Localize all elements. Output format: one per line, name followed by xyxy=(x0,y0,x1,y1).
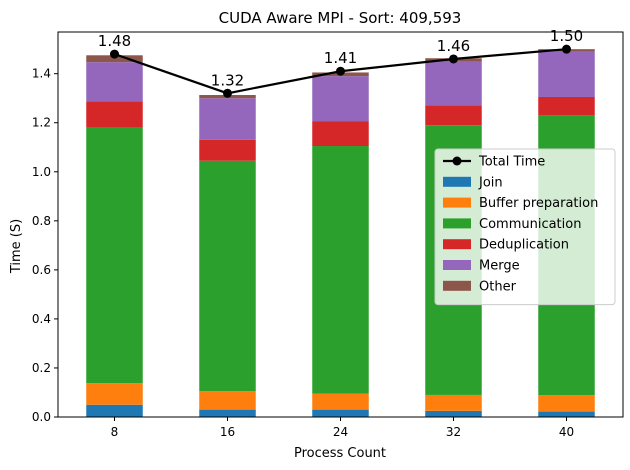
x-tick-label: 16 xyxy=(220,425,235,439)
bar-buffer-preparation-24 xyxy=(312,393,369,410)
total-time-point-24 xyxy=(336,66,345,76)
x-tick-label: 8 xyxy=(111,425,119,439)
bar-deduplication-32 xyxy=(425,105,482,126)
bar-buffer-preparation-32 xyxy=(425,394,482,411)
y-tick-label: 0.6 xyxy=(32,263,51,277)
total-time-point-32 xyxy=(449,54,458,64)
bar-join-32 xyxy=(425,410,482,417)
y-tick-label: 1.4 xyxy=(32,67,51,81)
bar-deduplication-24 xyxy=(312,121,369,147)
bar-deduplication-40 xyxy=(538,96,595,116)
legend-swatch-buffer-preparation xyxy=(443,197,471,208)
y-tick-label: 0.2 xyxy=(32,361,51,375)
total-time-point-8 xyxy=(110,49,119,59)
y-tick-label: 1.2 xyxy=(32,116,51,130)
legend-swatch-deduplication xyxy=(443,239,471,250)
x-tick-label: 40 xyxy=(559,425,574,439)
total-time-label-16: 1.32 xyxy=(211,71,244,89)
total-time-label-40: 1.50 xyxy=(550,27,583,45)
bar-communication-24 xyxy=(312,146,369,394)
x-tick-label: 32 xyxy=(446,425,461,439)
chart-title: CUDA Aware MPI - Sort: 409,593 xyxy=(219,9,462,27)
legend-label-join: Join xyxy=(478,175,503,190)
legend-box xyxy=(434,148,616,306)
legend-label-communication: Communication xyxy=(479,217,581,232)
total-time-label-32: 1.46 xyxy=(437,37,470,55)
plot-frame xyxy=(57,31,624,418)
bar-merge-24 xyxy=(312,76,369,122)
legend-label-total-time: Total Time xyxy=(478,155,545,170)
plot-area: 1.48 1.32 1.41 1.46 1.50 xyxy=(86,27,595,417)
legend-swatch-communication xyxy=(443,218,471,229)
legend: Total Time Join Buffer preparation Communic… xyxy=(434,148,616,306)
bar-deduplication-16 xyxy=(199,139,256,161)
legend-swatch-merge xyxy=(443,260,471,270)
y-axis: 0.0 0.2 0.4 0.6 0.8 1.0 1.2 1.4 xyxy=(32,67,58,424)
bar-other-8 xyxy=(86,55,143,63)
legend-marker-total-time xyxy=(452,156,462,166)
legend-label-deduplication: Deduplication xyxy=(479,238,569,253)
bar-join-16 xyxy=(199,409,256,417)
bar-merge-32 xyxy=(425,61,482,106)
bar-communication-16 xyxy=(199,160,256,392)
y-tick-label: 0.4 xyxy=(32,312,51,326)
bar-deduplication-8 xyxy=(86,101,143,128)
legend-swatch-other xyxy=(443,280,471,291)
bar-buffer-preparation-16 xyxy=(199,391,256,410)
y-tick-label: 0.0 xyxy=(32,410,51,424)
bar-communication-8 xyxy=(86,127,143,384)
bar-merge-8 xyxy=(86,62,143,102)
bar-join-8 xyxy=(86,404,143,417)
total-time-label-8: 1.48 xyxy=(98,32,131,50)
x-axis: 8 16 24 32 40 xyxy=(111,417,574,439)
x-axis-label: Process Count xyxy=(294,446,386,461)
bar-buffer-preparation-8 xyxy=(86,383,143,405)
y-axis-label: Time (S) xyxy=(9,219,24,274)
y-tick-label: 0.8 xyxy=(32,214,51,228)
bar-merge-40 xyxy=(538,51,595,97)
total-time-point-40 xyxy=(562,44,571,54)
total-time-label-24: 1.41 xyxy=(324,49,357,67)
legend-label-merge: Merge xyxy=(479,259,520,274)
legend-swatch-join xyxy=(443,176,471,187)
legend-label-other: Other xyxy=(479,279,517,294)
bar-buffer-preparation-40 xyxy=(538,395,595,412)
bar-merge-16 xyxy=(199,98,256,140)
y-tick-label: 1.0 xyxy=(32,165,51,179)
total-time-point-16 xyxy=(223,88,232,98)
x-tick-label: 24 xyxy=(333,425,348,439)
legend-label-buffer-preparation: Buffer preparation xyxy=(479,196,598,211)
bar-join-24 xyxy=(312,409,369,417)
bar-join-40 xyxy=(538,411,595,417)
